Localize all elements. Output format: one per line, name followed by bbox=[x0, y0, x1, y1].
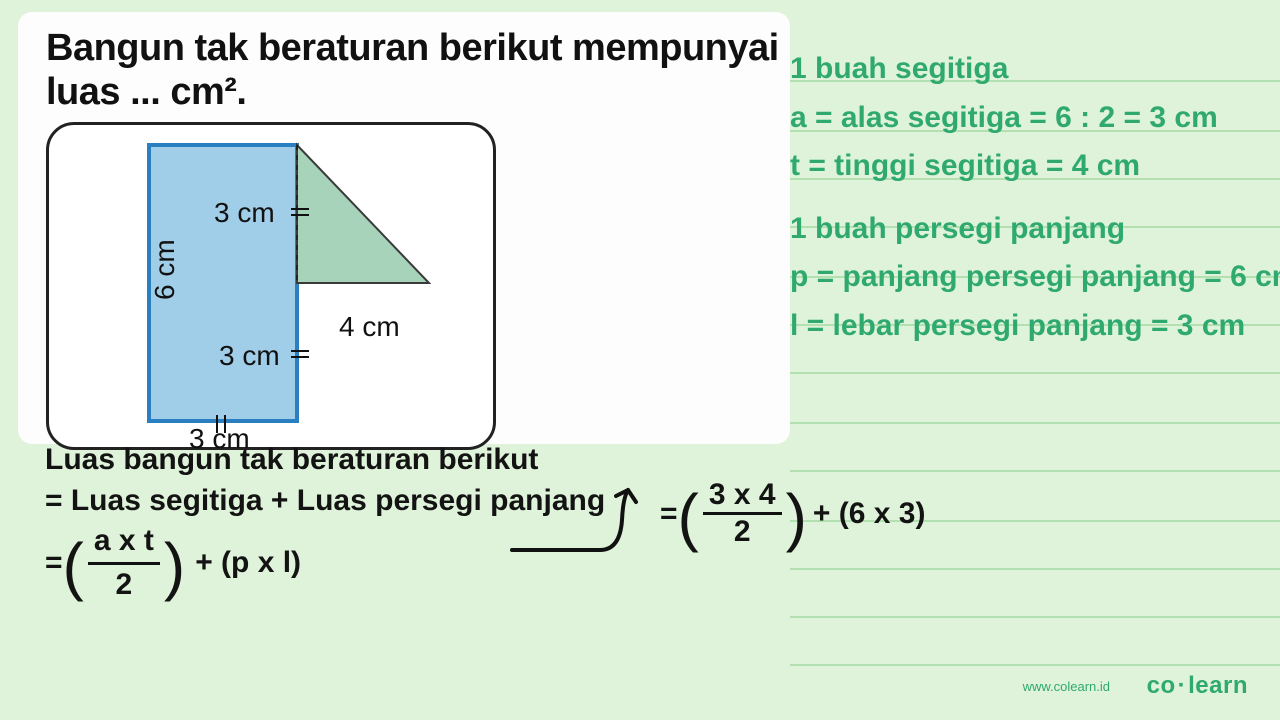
note-line-3: t = tinggi segitiga = 4 cm bbox=[790, 143, 1280, 190]
solution-line-1: Luas bangun tak beraturan berikut bbox=[45, 440, 605, 481]
footer-url: www.colearn.id bbox=[1023, 679, 1110, 694]
question-line2: luas ... cm². bbox=[46, 71, 246, 113]
note-line-5: p = panjang persegi panjang = 6 cm bbox=[790, 254, 1280, 301]
equals-sign-2: = bbox=[660, 497, 678, 531]
note-line-6: l = lebar persegi panjang = 3 cm bbox=[790, 303, 1280, 350]
notes-panel: 1 buah segitiga a = alas segitiga = 6 : … bbox=[790, 46, 1280, 351]
paren-close-icon-2: ) bbox=[786, 492, 807, 543]
paren-open-icon-2: ( bbox=[678, 492, 699, 543]
plus-pxl: + (p x l) bbox=[195, 543, 301, 584]
question-title: Bangun tak beraturan berikut mempunyai l… bbox=[46, 27, 786, 114]
solution-numeric: = ( 3 x 4 2 ) + (6 x 3) bbox=[660, 478, 925, 549]
plus-6x3: + (6 x 3) bbox=[813, 497, 926, 531]
footer-brand: co·learn bbox=[1147, 672, 1248, 700]
question-panel: Bangun tak beraturan berikut mempunyai l… bbox=[18, 12, 790, 444]
shape-diagram bbox=[49, 125, 499, 453]
paren-open-icon: ( bbox=[63, 541, 84, 592]
fraction-axt-over-2: a x t 2 bbox=[88, 521, 160, 605]
fraction-denominator-2: 2 bbox=[703, 515, 782, 549]
label-6cm: 6 cm bbox=[149, 239, 181, 300]
brand-pre: co bbox=[1147, 672, 1176, 699]
label-3cm-top: 3 cm bbox=[214, 197, 275, 229]
fraction-numerator: a x t bbox=[88, 521, 160, 565]
note-line-1: 1 buah segitiga bbox=[790, 46, 1280, 93]
paren-close-icon: ) bbox=[164, 541, 185, 592]
equals-sign: = bbox=[45, 543, 63, 584]
label-3cm-mid: 3 cm bbox=[219, 340, 280, 372]
fraction-denominator: 2 bbox=[88, 565, 160, 606]
label-4cm: 4 cm bbox=[339, 311, 400, 343]
note-line-2: a = alas segitiga = 6 : 2 = 3 cm bbox=[790, 95, 1280, 142]
question-line1: Bangun tak beraturan berikut mempunyai bbox=[46, 27, 779, 69]
fraction-numerator-2: 3 x 4 bbox=[703, 478, 782, 515]
note-line-4: 1 buah persegi panjang bbox=[790, 206, 1280, 253]
diagram-frame: 3 cm 3 cm 3 cm 4 cm 6 cm bbox=[46, 122, 496, 450]
arrow-icon bbox=[510, 480, 650, 560]
brand-post: learn bbox=[1188, 672, 1248, 699]
brand-dot: · bbox=[1176, 672, 1189, 699]
fraction-3x4-over-2: 3 x 4 2 bbox=[703, 478, 782, 549]
